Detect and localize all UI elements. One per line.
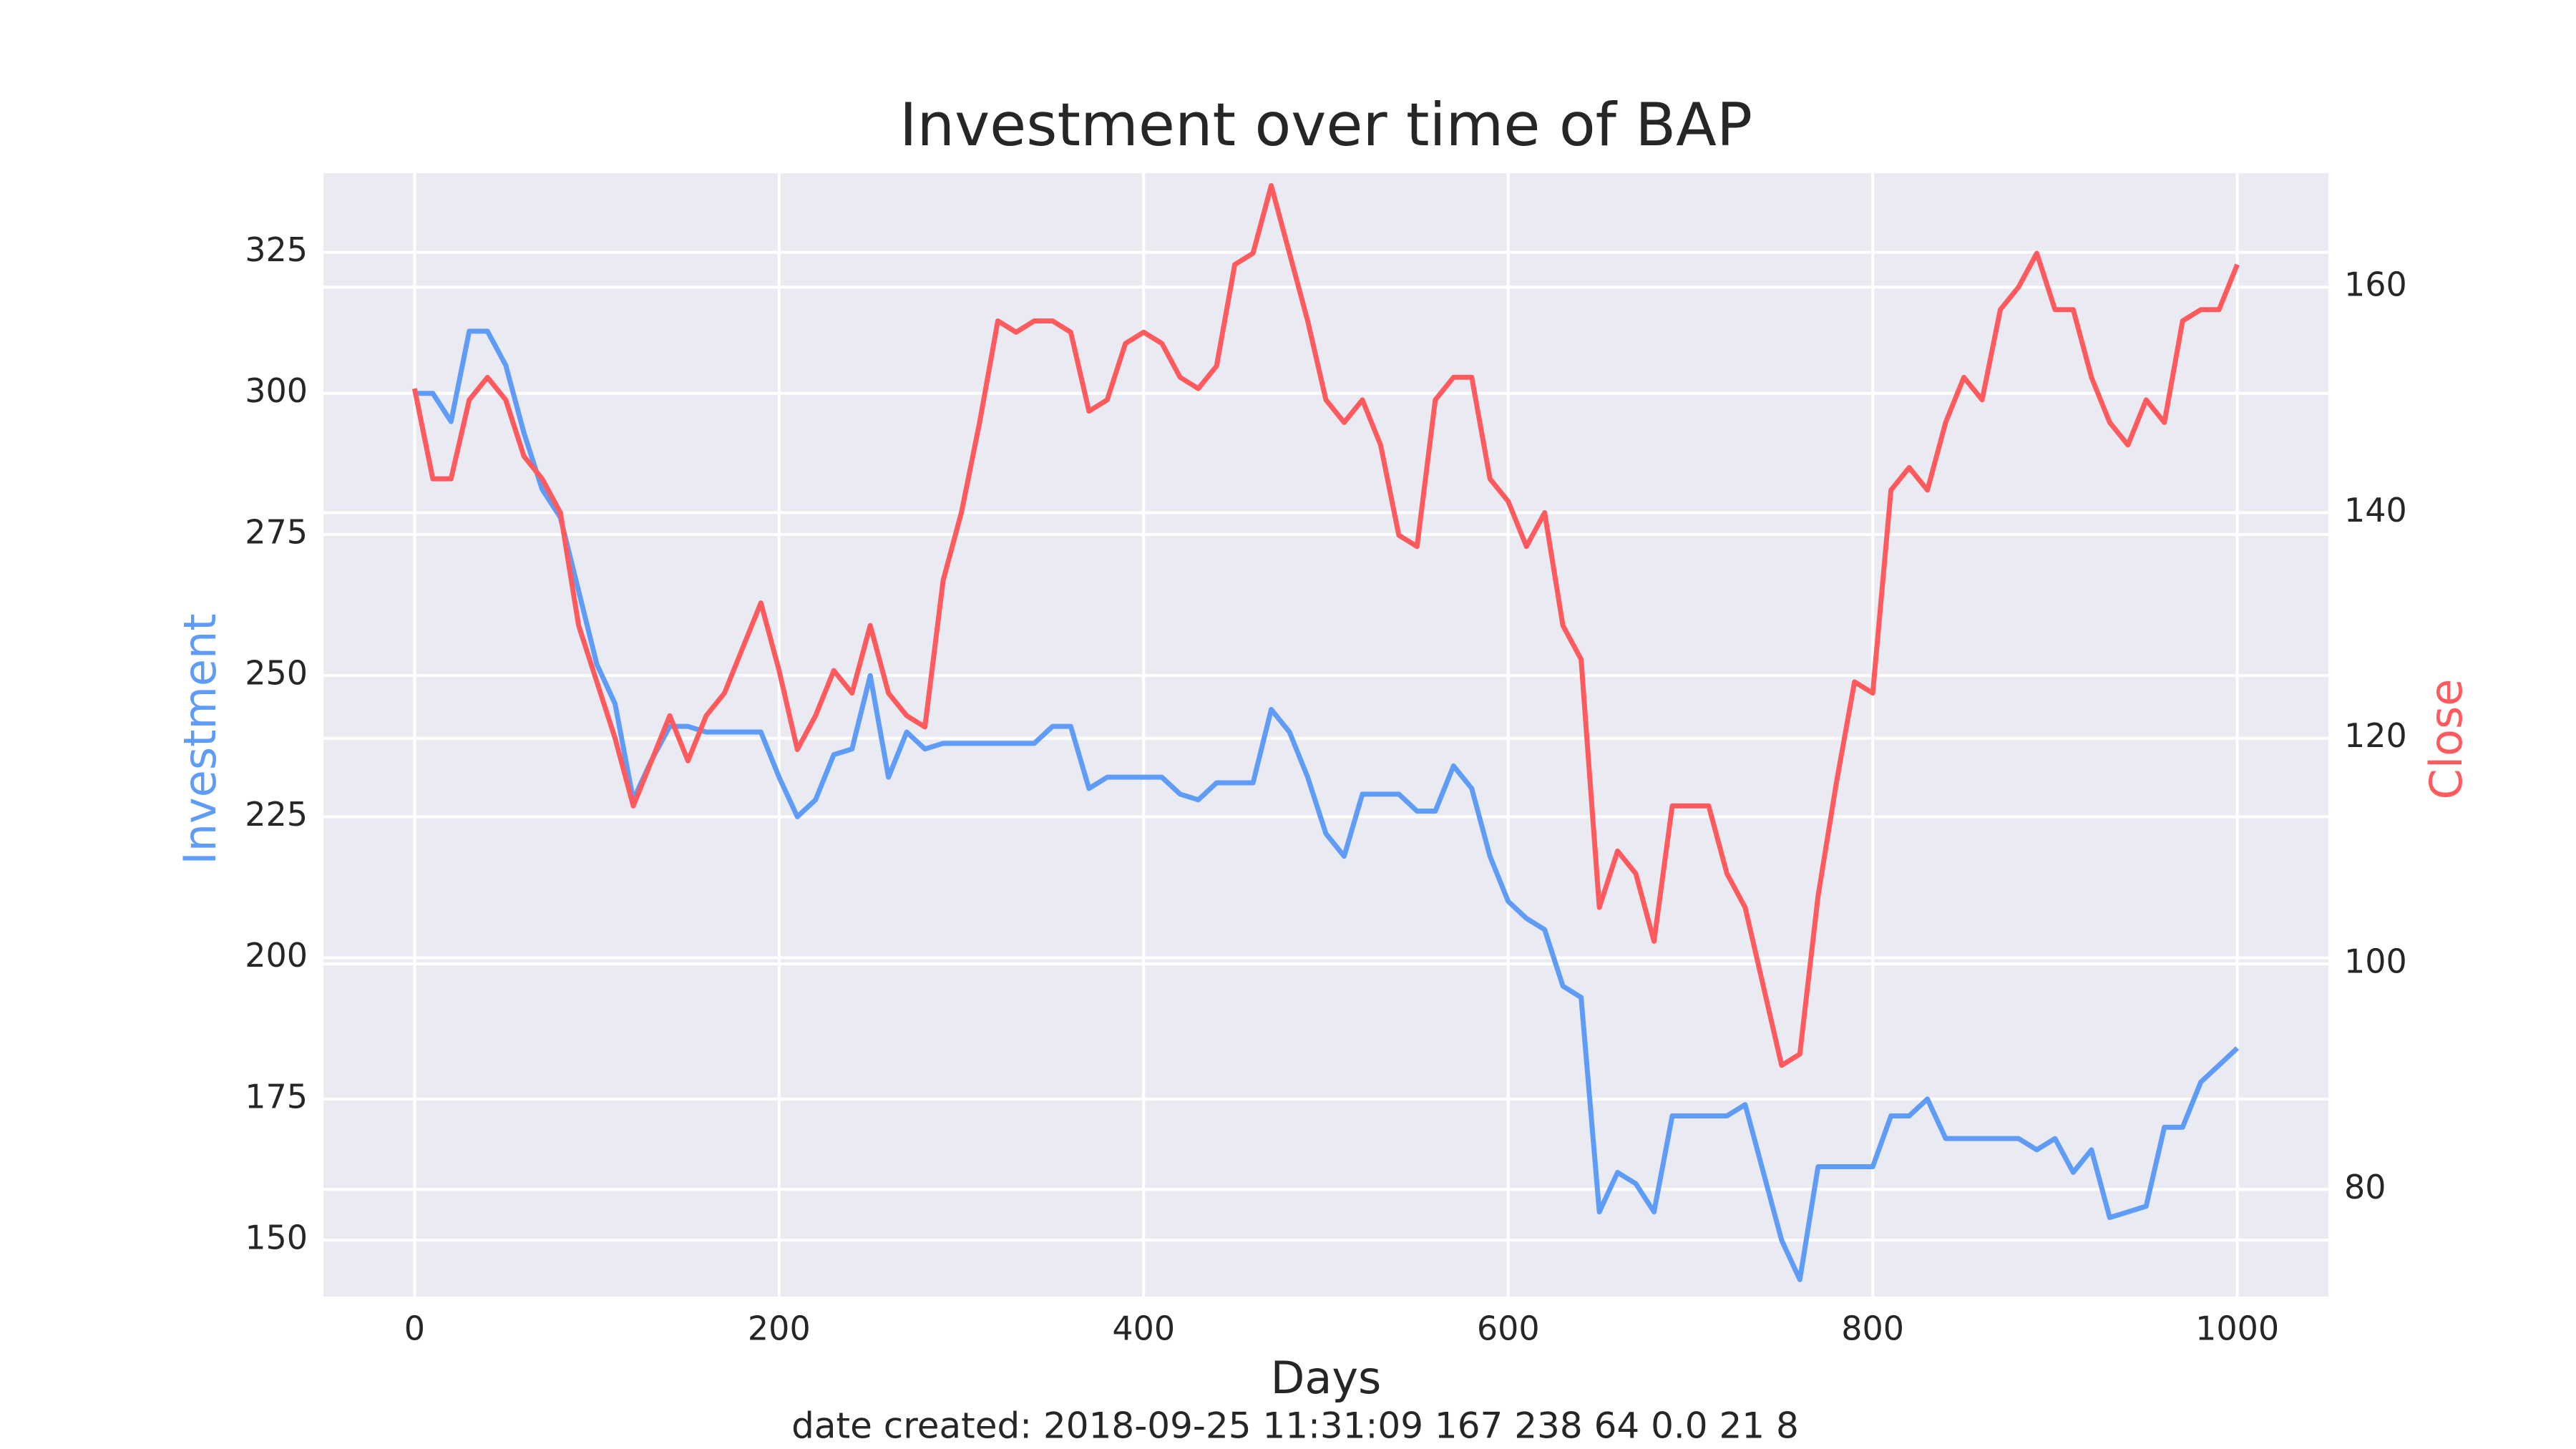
y-axis-label: Investment xyxy=(174,613,226,864)
y2-tick-label: 140 xyxy=(2344,491,2407,530)
y-tick-label: 300 xyxy=(245,371,308,410)
y-tick-label: 225 xyxy=(245,795,308,834)
line-series xyxy=(411,182,2240,1068)
y2-tick-label: 100 xyxy=(2344,942,2407,980)
y2-tick-label: 120 xyxy=(2344,716,2407,755)
y-tick-label: 325 xyxy=(245,230,308,269)
x-tick-label: 800 xyxy=(1841,1309,1904,1348)
plot-area xyxy=(323,173,2328,1297)
x-tick-label: 1000 xyxy=(2195,1309,2279,1348)
y-tick-label: 200 xyxy=(245,936,308,975)
lines xyxy=(411,182,2240,1282)
x-tick-label: 400 xyxy=(1112,1309,1175,1348)
y-tick-label: 175 xyxy=(245,1077,308,1116)
x-tick-label: 600 xyxy=(1477,1309,1540,1348)
x-tick-label: 200 xyxy=(748,1309,811,1348)
x-axis-label: Days xyxy=(1271,1352,1382,1404)
y2-tick-label: 160 xyxy=(2344,265,2407,304)
footnote: date created: 2018-09-25 11:31:09 167 23… xyxy=(791,1405,1799,1447)
y-tick-label: 275 xyxy=(245,512,308,551)
y2-tick-label: 80 xyxy=(2344,1168,2386,1206)
y-tick-label: 250 xyxy=(245,654,308,693)
y2-axis-label: Close xyxy=(2420,679,2472,800)
x-tick-label: 0 xyxy=(404,1309,425,1348)
y-tick-label: 150 xyxy=(245,1219,308,1257)
chart-title: Investment over time of BAP xyxy=(899,90,1752,160)
line-series xyxy=(414,328,2240,1282)
